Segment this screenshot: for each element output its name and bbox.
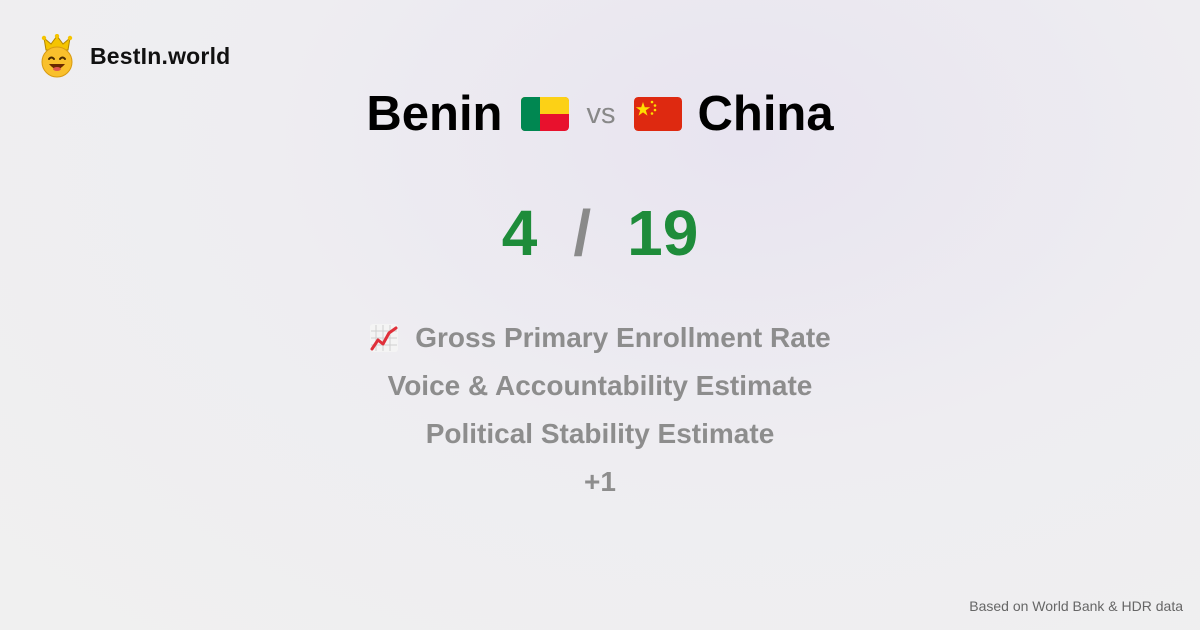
benin-flag-icon <box>520 97 569 131</box>
right-score: 19 <box>627 197 699 269</box>
china-flag-icon <box>633 97 682 131</box>
metric-label: +1 <box>584 466 616 497</box>
right-country-name: China <box>697 87 834 141</box>
comparison-title: Benin vs China <box>0 86 1200 142</box>
score: 4 / 19 <box>0 196 1200 270</box>
metric-item: Gross Primary Enrollment Rate <box>0 314 1200 362</box>
chart-increasing-icon <box>370 324 399 352</box>
brand[interactable]: BestIn.world <box>38 34 230 78</box>
metric-label: Voice & Accountability Estimate <box>387 370 813 401</box>
metric-item: Political Stability Estimate <box>0 410 1200 458</box>
score-separator: / <box>573 197 592 269</box>
data-source-note: Based on World Bank & HDR data <box>969 598 1183 614</box>
metric-label: Political Stability Estimate <box>425 418 775 449</box>
brand-name: BestIn.world <box>90 42 231 69</box>
left-country-name: Benin <box>366 87 503 141</box>
more-metrics-count: +1 <box>0 458 1200 506</box>
smiling-crown-face-icon <box>41 34 73 78</box>
left-score: 4 <box>501 197 538 269</box>
metrics-list: Gross Primary Enrollment Rate Voice & Ac… <box>0 314 1200 506</box>
versus-label: vs <box>586 97 616 130</box>
metric-label: Gross Primary Enrollment Rate <box>415 322 831 353</box>
metric-item: Voice & Accountability Estimate <box>0 362 1200 410</box>
